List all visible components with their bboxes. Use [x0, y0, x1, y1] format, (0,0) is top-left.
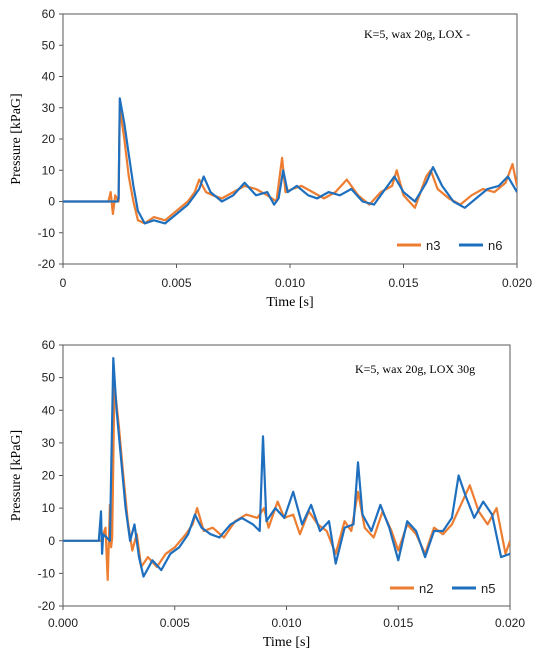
y-tick-label: -20: [38, 599, 56, 613]
x-tick-label: 0.020: [495, 616, 525, 630]
y-tick-label: -20: [38, 257, 56, 271]
y-tick-label: 20: [42, 132, 56, 146]
chart-annotation: K=5, wax 20g, LOX 30g: [355, 362, 475, 376]
x-tick-label: 0.005: [160, 616, 190, 630]
chart-bottom: -20 -10 0 10 20 30 40 50 60 0.000 0.005 0.010 0.015 0…: [9, 338, 525, 650]
x-axis-title: Time [s]: [266, 295, 313, 310]
y-tick-label: -10: [38, 566, 56, 580]
chart-annotation: K=5, wax 20g, LOX -: [364, 27, 470, 41]
x-tick-label: 0.020: [502, 276, 532, 290]
plot-frame: [62, 13, 518, 265]
y-axis-title: Pressure [kPaG]: [9, 93, 24, 184]
y-tick-label: 30: [42, 101, 56, 115]
x-tick-label: 0.015: [383, 616, 413, 630]
y-axis-title: Pressure [kPaG]: [9, 430, 24, 521]
y-tick-label: 10: [42, 501, 56, 515]
y-tick-label: 50: [42, 371, 56, 385]
series-line-n6: [63, 97, 517, 225]
legend-label-n2: n2: [419, 581, 433, 596]
y-tick-label: 50: [42, 38, 56, 52]
legend-label-n6: n6: [488, 238, 502, 253]
y-tick-label: 40: [42, 403, 56, 417]
x-tick-label: 0.005: [161, 276, 191, 290]
y-tick-label: 60: [42, 338, 56, 352]
y-tick-label: 10: [42, 163, 56, 177]
y-tick-label: 60: [42, 7, 56, 21]
x-tick-label: 0.010: [275, 276, 305, 290]
y-tick-label: 20: [42, 469, 56, 483]
series-line-n3: [63, 106, 517, 225]
legend-label-n5: n5: [481, 581, 495, 596]
y-tick-label: 40: [42, 70, 56, 84]
plot-frame: [62, 344, 511, 607]
chart-top: -20 -10 0 10 20 30 40 50 60 0 0.005 0.010 0.015 0.020…: [9, 7, 532, 310]
x-tick-label: 0.000: [48, 616, 78, 630]
x-tick-label: 0.015: [388, 276, 418, 290]
y-tick-label: 0: [48, 534, 55, 548]
y-tick-label: 30: [42, 436, 56, 450]
y-tick-label: -10: [38, 226, 56, 240]
legend-label-n3: n3: [426, 238, 440, 253]
x-axis-title: Time [s]: [263, 635, 310, 650]
y-tick-label: 0: [48, 195, 55, 209]
x-tick-label: 0: [60, 276, 67, 290]
series-line-n5: [63, 357, 510, 578]
series-line-n2: [63, 383, 510, 582]
x-tick-label: 0.010: [271, 616, 301, 630]
